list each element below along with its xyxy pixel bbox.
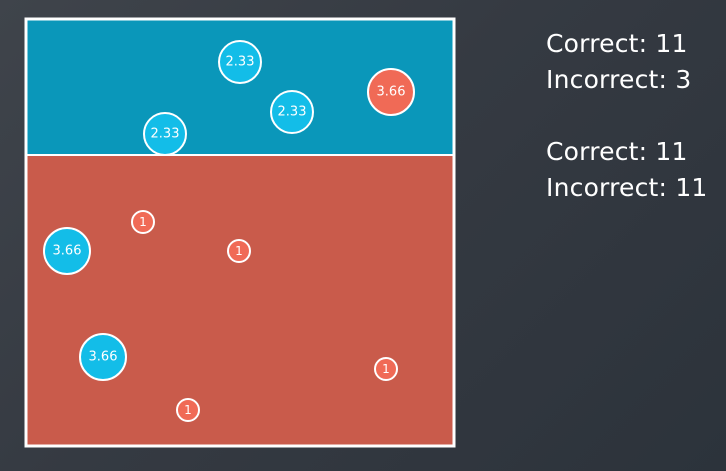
correct-count-1: Correct: 11 xyxy=(546,29,688,58)
plot-frame xyxy=(24,17,456,448)
data-point-red: 1 xyxy=(131,210,155,234)
point-label: 3.66 xyxy=(53,244,82,259)
incorrect-count-1: Incorrect: 3 xyxy=(546,65,692,94)
data-point-red: 1 xyxy=(374,357,398,381)
data-point-blue: 2.33 xyxy=(143,112,187,156)
point-label: 2.33 xyxy=(226,55,255,70)
point-label: 3.66 xyxy=(377,85,406,100)
data-point-red: 1 xyxy=(227,239,251,263)
point-label: 2.33 xyxy=(278,105,307,120)
point-circle xyxy=(43,227,91,275)
point-label: 1 xyxy=(184,403,192,417)
point-label: 2.33 xyxy=(151,127,180,142)
point-label: 1 xyxy=(139,215,147,229)
data-point-red: 1 xyxy=(176,398,200,422)
data-point-blue: 3.66 xyxy=(43,227,91,275)
point-circle xyxy=(227,239,251,263)
correct-count-2: Correct: 11 xyxy=(546,137,688,166)
point-circle xyxy=(143,112,187,156)
incorrect-count-2: Incorrect: 11 xyxy=(546,173,708,202)
point-circle xyxy=(79,333,127,381)
point-label: 1 xyxy=(235,244,243,258)
red-region xyxy=(26,155,454,446)
point-label: 3.66 xyxy=(89,350,118,365)
point-circle xyxy=(218,40,262,84)
point-circle xyxy=(270,90,314,134)
point-circle xyxy=(374,357,398,381)
points-layer: 2.33 2.33 2.33 3.66 3.66 3.66 1 1 1 1 xyxy=(43,40,415,422)
data-point-blue: 2.33 xyxy=(270,90,314,134)
data-point-blue: 3.66 xyxy=(79,333,127,381)
score-group-2: Correct: 11 Incorrect: 11 xyxy=(546,134,708,206)
point-circle xyxy=(367,68,415,116)
score-group-1: Correct: 11 Incorrect: 3 xyxy=(546,26,691,98)
point-circle xyxy=(131,210,155,234)
point-label: 1 xyxy=(382,362,390,376)
data-point-blue: 2.33 xyxy=(218,40,262,84)
point-circle xyxy=(176,398,200,422)
data-point-red: 3.66 xyxy=(367,68,415,116)
